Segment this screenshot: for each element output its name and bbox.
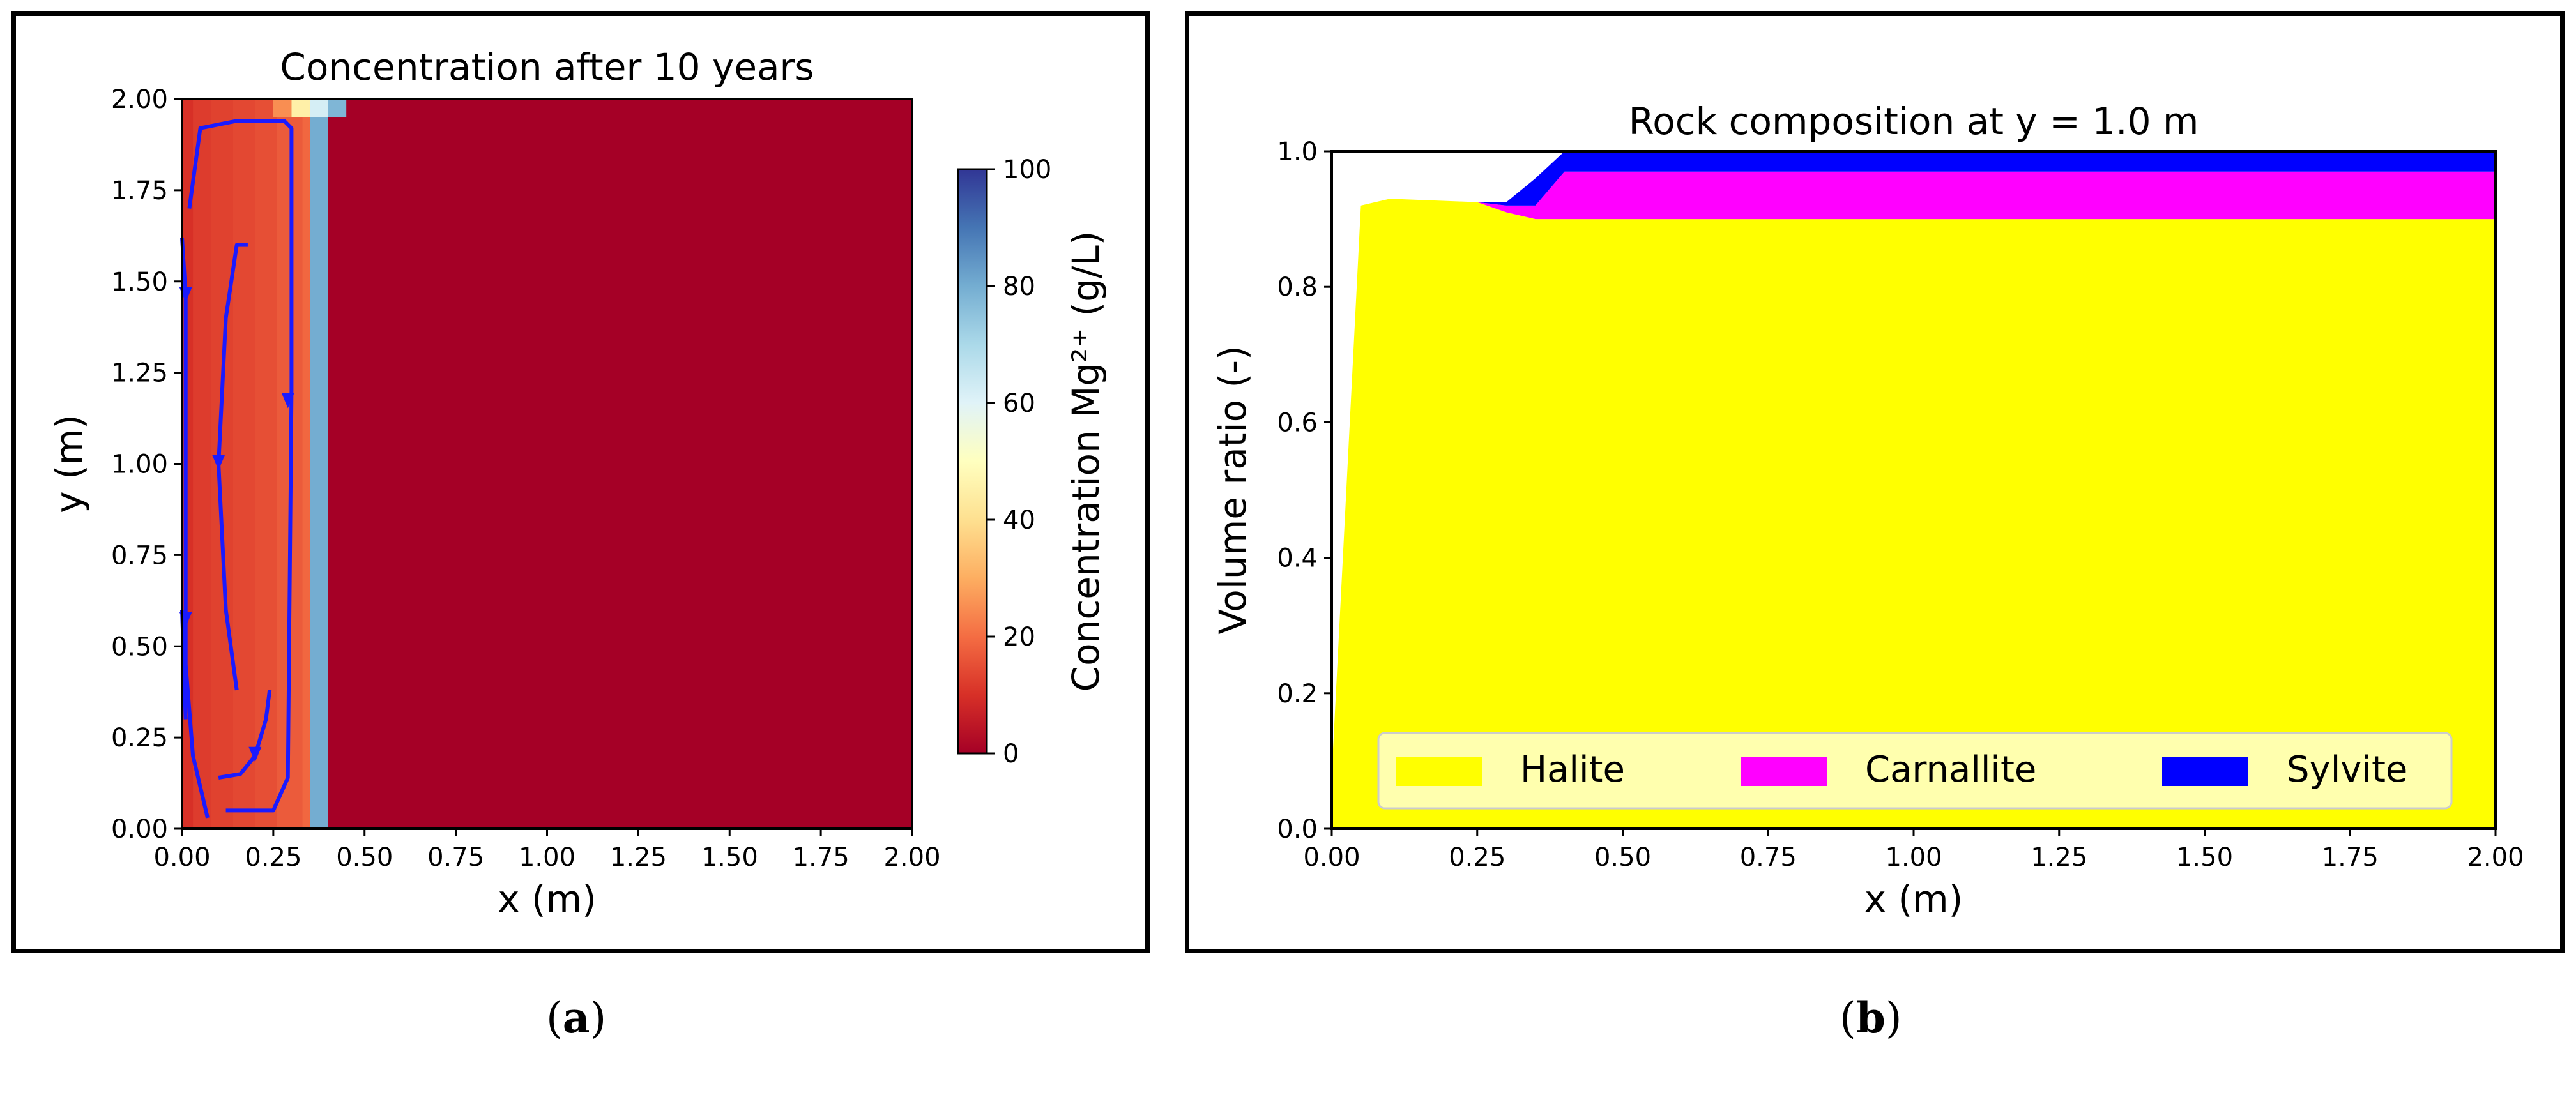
legend-label-sylvite: Sylvite <box>2287 749 2407 790</box>
y-tick-label-a-7: 1.75 <box>111 176 168 206</box>
colorbar-label: Concentration Mg²⁺ (g/L) <box>1064 231 1108 692</box>
y-tick-label-a-2: 0.50 <box>111 632 168 661</box>
chart-b-ylabel: Volume ratio (-) <box>1211 345 1254 635</box>
heatmap-column-7 <box>310 99 329 829</box>
x-tick-label-a-6: 1.50 <box>701 843 758 872</box>
x-tick-label-a-2: 0.50 <box>336 843 393 872</box>
x-tick-label-b-2: 0.50 <box>1594 843 1651 872</box>
colorbar-tick-label-2: 40 <box>1003 506 1035 535</box>
caption-b: (b) <box>1840 993 1902 1043</box>
heatmap-top-cell-1 <box>291 99 310 117</box>
x-tick-label-a-5: 1.25 <box>610 843 667 872</box>
x-tick-label-a-8: 2.00 <box>883 843 940 872</box>
legend-box <box>1377 732 2453 810</box>
x-tick-label-b-6: 1.50 <box>2176 843 2233 872</box>
area-halite <box>1332 199 2496 829</box>
legend-label-carnallite: Carnallite <box>1865 749 2036 790</box>
caption-a: (a) <box>546 993 607 1043</box>
heatmap-column-1 <box>193 99 212 829</box>
y-tick-label-a-5: 1.25 <box>111 359 168 388</box>
x-tick-label-b-3: 0.75 <box>1740 843 1797 872</box>
y-tick-label-a-4: 1.00 <box>111 450 168 480</box>
legend-swatch-sylvite <box>2162 757 2248 786</box>
colorbar <box>957 168 988 755</box>
y-tick-label-b-3: 0.6 <box>1277 408 1318 437</box>
streamline-0 <box>187 119 294 813</box>
chart-b-title: Rock composition at y = 1.0 m <box>1629 100 2199 143</box>
x-tick-label-b-7: 1.75 <box>2322 843 2379 872</box>
y-tick-label-a-8: 2.00 <box>111 85 168 114</box>
heatmap-top-cell-2 <box>310 99 328 117</box>
streamline-arrow-2-0 <box>212 455 225 471</box>
chart-a-ylabel: y (m) <box>47 414 91 513</box>
y-tick-label-b-4: 0.8 <box>1277 273 1318 302</box>
x-tick-label-b-5: 1.25 <box>2031 843 2087 872</box>
colorbar-tick-label-0: 0 <box>1003 739 1019 769</box>
y-tick-label-b-2: 0.4 <box>1277 544 1318 573</box>
x-tick-label-b-1: 0.25 <box>1449 843 1505 872</box>
x-tick-label-a-4: 1.00 <box>519 843 575 872</box>
x-tick-label-b-4: 1.00 <box>1885 843 1942 872</box>
legend-swatch-halite <box>1396 757 1482 786</box>
chart-a-xlabel: x (m) <box>498 877 597 921</box>
heatmap-column-2 <box>211 99 234 829</box>
streamline-arrow-0-0 <box>281 393 294 409</box>
heatmap-top-cell-3 <box>328 99 347 117</box>
y-tick-label-a-3: 0.75 <box>111 541 168 570</box>
legend-swatch-carnallite <box>1741 757 1827 786</box>
x-tick-label-a-7: 1.75 <box>793 843 850 872</box>
chart-b-xlabel: x (m) <box>1864 877 1963 921</box>
colorbar-tick-label-5: 100 <box>1003 155 1051 185</box>
x-tick-label-a-0: 0.00 <box>153 843 210 872</box>
heatmap-column-6 <box>302 99 310 829</box>
heatmap-top-cell-0 <box>273 99 292 117</box>
y-tick-label-a-6: 1.50 <box>111 268 168 297</box>
x-tick-label-a-1: 0.25 <box>245 843 301 872</box>
y-tick-label-b-5: 1.0 <box>1277 137 1318 167</box>
colorbar-tick-label-3: 60 <box>1003 389 1035 418</box>
x-tick-label-a-3: 0.75 <box>427 843 484 872</box>
x-tick-label-b-0: 0.00 <box>1303 843 1360 872</box>
colorbar-tick-label-4: 80 <box>1003 272 1035 301</box>
legend-label-halite: Halite <box>1520 749 1625 790</box>
x-tick-label-b-8: 2.00 <box>2467 843 2524 872</box>
heatmap-column-8 <box>328 99 913 829</box>
y-tick-label-a-0: 0.00 <box>111 815 168 844</box>
y-tick-label-a-1: 0.25 <box>111 723 168 753</box>
heatmap-column-3 <box>233 99 255 829</box>
streamline-arrow-3-0 <box>248 746 262 762</box>
colorbar-tick-label-1: 20 <box>1003 623 1035 652</box>
y-tick-label-b-0: 0.0 <box>1277 815 1318 844</box>
streamline-2 <box>217 243 248 691</box>
y-tick-label-b-1: 0.2 <box>1277 679 1318 709</box>
chart-a-title: Concentration after 10 years <box>280 45 814 89</box>
